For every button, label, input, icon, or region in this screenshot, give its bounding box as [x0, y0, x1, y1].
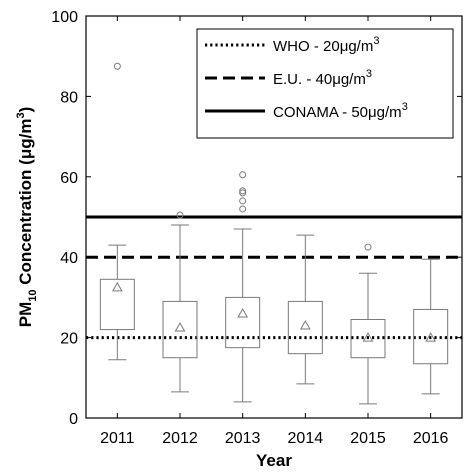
legend-label: WHO - 20μg/m3	[273, 35, 379, 55]
y-tick-label: 40	[60, 250, 78, 267]
mean-marker	[174, 322, 186, 332]
y-tick-label: 60	[60, 170, 78, 187]
outlier-point	[239, 189, 247, 197]
axes: 0 20 40 60 80 100 2011 2012 2013 2014 2015 2016 Year…	[15, 9, 463, 470]
outlier-point	[176, 211, 184, 219]
y-tick-label: 20	[60, 331, 78, 348]
x-tick-label: 2015	[350, 430, 386, 447]
legend-label: E.U. - 40μg/m3	[273, 68, 372, 88]
x-tick-label: 2011	[100, 430, 135, 447]
y-tick-label: 80	[60, 89, 78, 106]
plot-frame	[85, 15, 463, 419]
x-axis-title: Year	[256, 451, 292, 470]
outlier-point	[239, 187, 247, 195]
x-tick-label: 2016	[413, 430, 449, 447]
outlier-point	[364, 243, 372, 251]
mean-marker	[299, 320, 311, 330]
mean-marker	[111, 281, 123, 292]
plot-area	[86, 62, 462, 405]
box-iqr	[350, 319, 386, 359]
legend-box	[196, 28, 454, 139]
mean-marker	[362, 332, 374, 342]
mean-marker	[237, 307, 249, 318]
box-iqr	[162, 300, 198, 359]
x-tick-label: 2014	[288, 430, 324, 447]
x-tick-label: 2012	[162, 430, 198, 447]
outlier-point	[239, 205, 247, 213]
legend-label: CONAMA - 50μg/m3	[273, 101, 408, 121]
box-iqr	[287, 300, 323, 355]
y-tick-label: 0	[69, 411, 78, 428]
outlier-point	[113, 62, 121, 70]
legend: WHO - 20μg/m3 E.U. - 40μg/m3 CONAMA - 50μg…	[196, 28, 454, 139]
box-iqr	[225, 296, 261, 349]
outlier-point	[239, 197, 247, 205]
outlier-point	[239, 171, 247, 179]
y-tick-label: 100	[51, 9, 78, 26]
x-tick-label: 2013	[225, 430, 261, 447]
mean-marker	[425, 332, 437, 342]
y-axis-title: PM10 Concentration (μg/m3)	[15, 107, 39, 328]
box-iqr	[99, 278, 135, 331]
box-iqr	[413, 308, 449, 365]
